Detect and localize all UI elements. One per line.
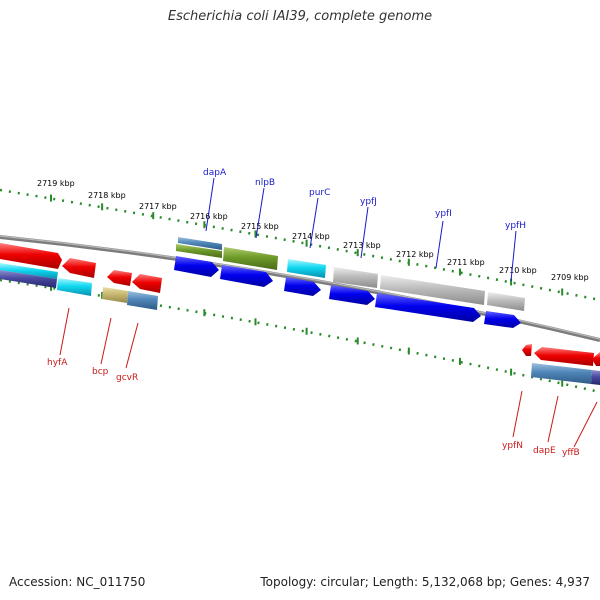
gene-label-hyfA[interactable]: hyfA [47, 358, 68, 368]
gene-feature[interactable] [333, 267, 378, 288]
gene-labels-forward: dapA nlpB purC ypfJ ypfI ypfH [203, 168, 526, 231]
gene-arrow[interactable] [284, 277, 321, 296]
major-ticks [50, 194, 564, 387]
gene-feature[interactable] [57, 278, 92, 296]
gene-arrow[interactable] [484, 311, 521, 328]
topology-text: Topology: circular; Length: 5,132,068 bp… [260, 575, 590, 589]
gene-label-gcvR[interactable]: gcvR [116, 373, 138, 383]
gene-arrow[interactable] [522, 344, 532, 356]
tick-label: 2717 kbp [139, 202, 177, 211]
gene-arrow[interactable] [62, 258, 96, 278]
tick-label: 2709 kbp [551, 273, 589, 282]
gene-label-ypfJ[interactable]: ypfJ [360, 197, 377, 207]
accession-text: Accession: NC_011750 [9, 575, 146, 589]
gene-feature[interactable] [178, 237, 222, 250]
gene-feature[interactable] [487, 292, 525, 311]
gene-feature[interactable] [102, 287, 128, 303]
gene-feature[interactable] [591, 370, 600, 385]
gene-feature[interactable] [0, 263, 58, 279]
tick-label: 2719 kbp [37, 179, 75, 188]
gene-label-ypfI[interactable]: ypfI [435, 209, 452, 219]
gene-arrow[interactable] [107, 270, 132, 286]
tick-label: 2711 kbp [447, 258, 485, 267]
tick-labels: 2719 kbp 2718 kbp 2717 kbp 2716 kbp 2715… [37, 179, 589, 282]
gene-arrow[interactable] [174, 256, 219, 277]
gene-labels-reverse: hyfA bcp gcvR ypfN dapE yffB [47, 358, 580, 458]
gene-label-nlpB[interactable]: nlpB [255, 178, 275, 188]
tick-label: 2710 kbp [499, 266, 537, 275]
forward-strand-features [174, 237, 525, 328]
gene-feature[interactable] [223, 247, 278, 270]
gene-feature[interactable] [0, 270, 57, 288]
gene-feature[interactable] [531, 363, 592, 384]
tick-label: 2714 kbp [292, 232, 330, 241]
gene-arrow[interactable] [329, 285, 375, 305]
gene-label-bcp[interactable]: bcp [92, 367, 109, 377]
gene-feature[interactable] [380, 275, 485, 305]
leader-lines [59, 177, 598, 448]
tick-label: 2712 kbp [396, 250, 434, 259]
gene-label-yffB[interactable]: yffB [562, 448, 580, 458]
gene-arrow[interactable] [132, 274, 162, 293]
map-title: Escherichia coli IAI39, complete genome [167, 9, 433, 24]
gene-feature[interactable] [287, 259, 326, 278]
gene-arrow[interactable] [592, 352, 600, 366]
tick-label: 2716 kbp [190, 212, 228, 221]
gene-label-dapE[interactable]: dapE [533, 446, 556, 456]
gene-arrow[interactable] [0, 243, 62, 269]
gene-arrow[interactable] [375, 293, 481, 322]
gene-arrow[interactable] [220, 265, 273, 287]
gene-label-ypfN[interactable]: ypfN [502, 441, 523, 451]
tick-label: 2715 kbp [241, 222, 279, 231]
tick-label: 2713 kbp [343, 241, 381, 250]
gene-feature[interactable] [176, 244, 222, 258]
gene-label-purC[interactable]: purC [309, 188, 330, 198]
reverse-strand-features [0, 243, 600, 385]
gene-feature[interactable] [127, 291, 158, 310]
gene-arrow[interactable] [534, 347, 594, 366]
gene-label-ypfH[interactable]: ypfH [505, 221, 526, 231]
tick-label: 2718 kbp [88, 191, 126, 200]
gene-label-dapA[interactable]: dapA [203, 168, 227, 178]
